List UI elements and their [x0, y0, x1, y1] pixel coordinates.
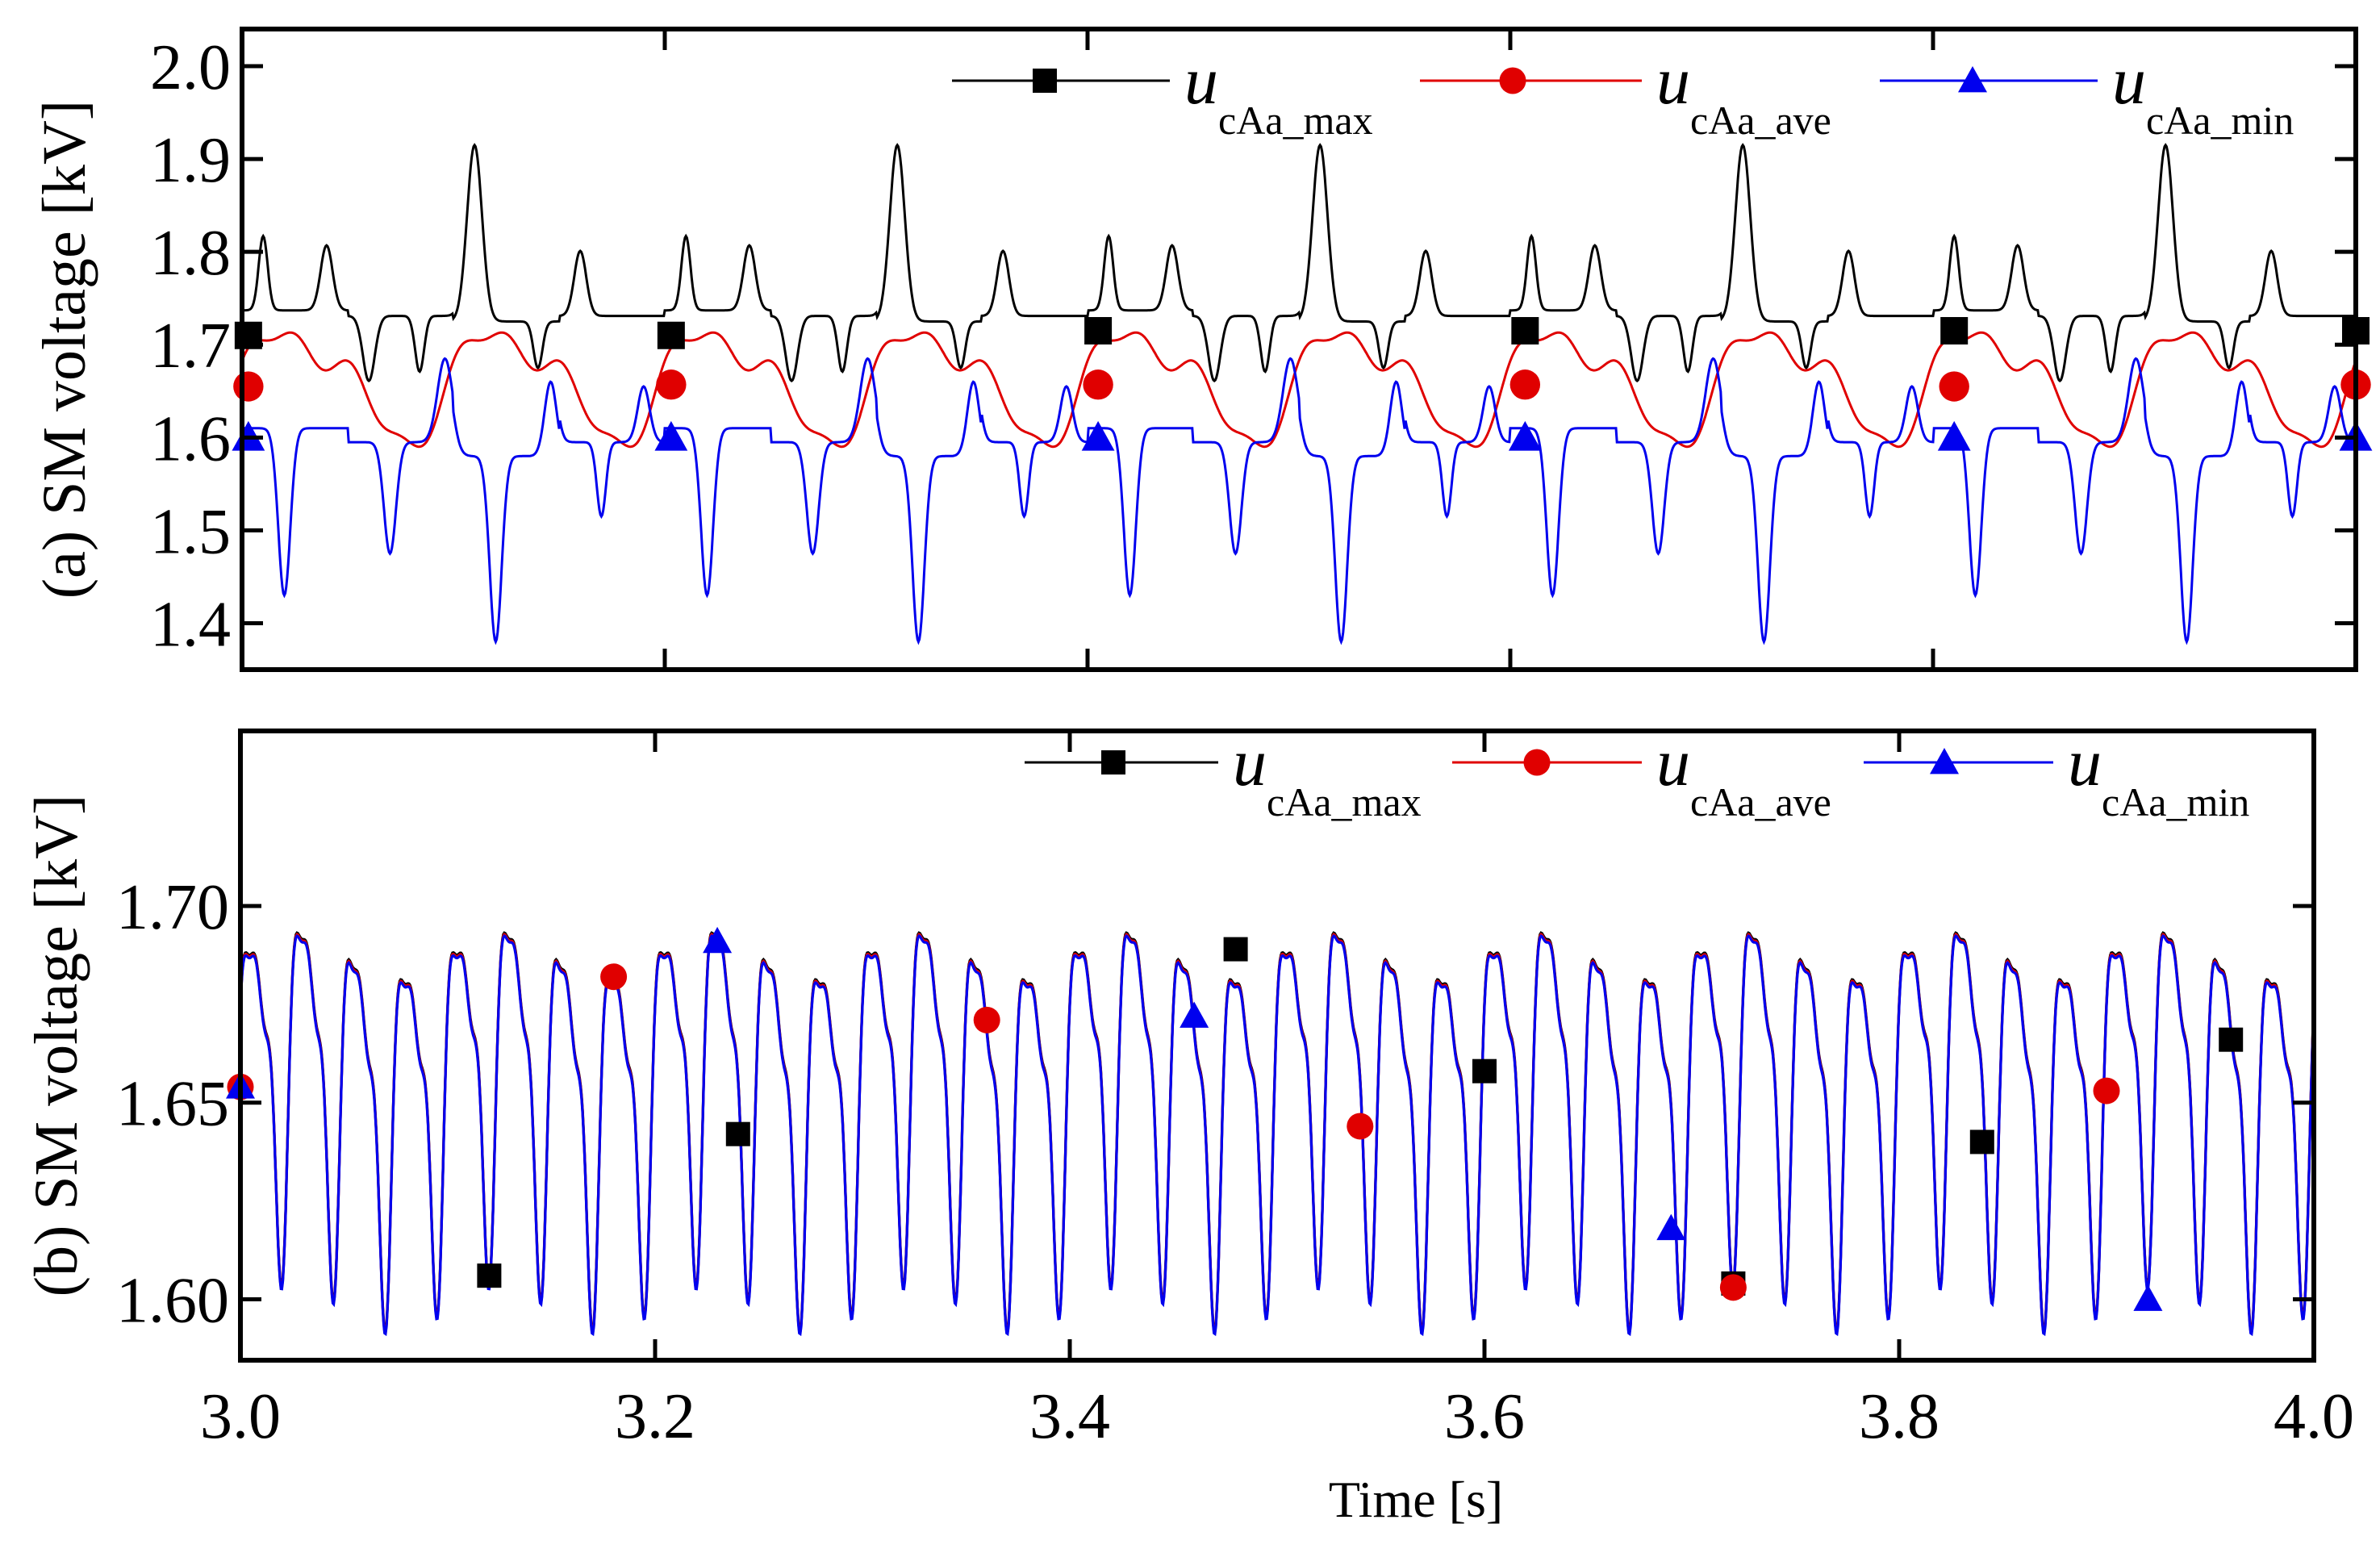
panel-a-marker-triangle-1	[654, 420, 688, 451]
y-tick-label: 1.9	[150, 125, 231, 196]
legend-label-cAa_ave: u	[1656, 44, 1690, 119]
panel-a-marker-circle-4	[1939, 371, 1969, 402]
panel-a-marker-circle-0	[233, 371, 264, 402]
panel-b-marker-triangle-4	[2133, 1284, 2163, 1311]
panel-a-marker-square-4	[1940, 316, 1969, 344]
panel-b-marker-square-1	[725, 1121, 750, 1146]
legend-label-cAa_min: u	[2112, 44, 2146, 119]
legend-marker-circle	[1499, 67, 1526, 94]
legend-marker-square	[1101, 750, 1125, 774]
panel-a-ylabel: (a) SM voltage [kV]	[31, 100, 98, 599]
y-tick-label: 1.65	[116, 1069, 229, 1140]
y-tick-label: 1.70	[116, 872, 229, 943]
legend-subscript-cAa_max: cAa_max	[1218, 98, 1373, 143]
y-tick-label: 2.0	[150, 32, 231, 103]
y-tick-label: 1.7	[150, 311, 231, 382]
panel-b-series-layer	[240, 931, 2314, 1337]
legend-label-cAa_ave: u	[1656, 725, 1690, 800]
panel-b-marker-circle-5	[2093, 1077, 2120, 1104]
panel-a-marker-circle-3	[1509, 370, 1541, 400]
x-axis-title: Time [s]	[1329, 1471, 1503, 1528]
panel-a-series-cAa_ave	[242, 331, 2356, 449]
panel-a-series-layer	[242, 143, 2356, 645]
legend-label-cAa_min: u	[2068, 725, 2102, 800]
panel-b: 1.60 1.65 1.70 3.0 3.2 3.4 3.6 3.8 4.0 (b) SM vo…	[23, 725, 2354, 1452]
panel-b-marker-square-2	[1223, 937, 1248, 962]
panel-b-series-cAa_min	[240, 934, 2314, 1337]
panel-a-marker-circle-2	[1083, 370, 1113, 400]
x-tick-label: 3.2	[615, 1381, 695, 1452]
panel-b-marker-triangle-3	[1656, 1213, 1686, 1241]
legend-marker-triangle	[1958, 66, 1987, 93]
panel-a-tick-layer: 1.4 1.5 1.6 1.7 1.8 1.9 2.0	[150, 29, 2358, 670]
x-tick-label: 3.8	[1859, 1381, 1939, 1452]
panel-a-marker-square-2	[1084, 316, 1113, 344]
panel-b-marker-square-0	[477, 1263, 502, 1288]
panel-b-frame	[238, 729, 2316, 1363]
panel-b-marker-triangle-1	[703, 926, 733, 954]
panel-b-marker-circle-2	[973, 1006, 1000, 1033]
panel-a-series-cAa_min	[242, 357, 2356, 645]
panel-b-marker-triangle-2	[1180, 1001, 1209, 1028]
y-tick-label: 1.8	[150, 218, 231, 289]
legend-subscript-cAa_min: cAa_min	[2146, 98, 2294, 143]
y-tick-label: 1.60	[116, 1265, 229, 1336]
panel-b-marker-square-5	[1969, 1129, 1994, 1154]
legend-subscript-cAa_ave: cAa_ave	[1690, 98, 1831, 143]
panel-b-marker-circle-4	[1719, 1274, 1747, 1301]
panel-a-marker-triangle-4	[1937, 420, 1971, 451]
panel-b-tick-layer: 1.60 1.65 1.70 3.0 3.2 3.4 3.6 3.8 4.0	[116, 731, 2354, 1452]
panel-a-marker-triangle-2	[1081, 420, 1115, 451]
legend-label-cAa_max: u	[1184, 44, 1218, 119]
legend-marker-circle	[1523, 749, 1551, 776]
x-tick-label: 4.0	[2274, 1381, 2354, 1452]
x-tick-label: 3.6	[1444, 1381, 1525, 1452]
panel-a-marker-square-3	[1511, 316, 1539, 344]
legend-subscript-cAa_min: cAa_min	[2102, 779, 2249, 825]
panel-b-marker-circle-1	[600, 963, 628, 991]
panel-a-series-cAa_max	[242, 143, 2356, 383]
legend-subscript-cAa_ave: cAa_ave	[1690, 779, 1831, 825]
legend-marker-triangle	[1930, 748, 1959, 774]
panel-b-ylabel: (b) SM voltage [kV]	[23, 795, 90, 1297]
panel-a-marker-layer	[232, 316, 2373, 451]
y-tick-label: 1.4	[150, 589, 231, 660]
x-tick-label: 3.4	[1029, 1381, 1110, 1452]
panel-a: 1.4 1.5 1.6 1.7 1.8 1.9 2.0 (a) SM voltage [kV…	[31, 27, 2373, 672]
panel-a-marker-triangle-3	[1508, 420, 1542, 451]
x-tick-label: 3.0	[200, 1381, 281, 1452]
legend-marker-square	[1033, 69, 1057, 93]
y-tick-label: 1.5	[150, 496, 231, 567]
panel-b-marker-square-6	[2219, 1027, 2244, 1052]
panel-b-marker-circle-3	[1347, 1113, 1374, 1140]
panel-a-frame	[240, 27, 2358, 672]
panel-a-marker-circle-1	[656, 370, 687, 400]
panel-a-marker-square-1	[657, 321, 685, 349]
legend-subscript-cAa_max: cAa_max	[1267, 779, 1422, 825]
y-tick-label: 1.6	[150, 403, 231, 474]
legend-label-cAa_max: u	[1233, 725, 1267, 800]
panel-b-marker-square-3	[1472, 1058, 1497, 1083]
